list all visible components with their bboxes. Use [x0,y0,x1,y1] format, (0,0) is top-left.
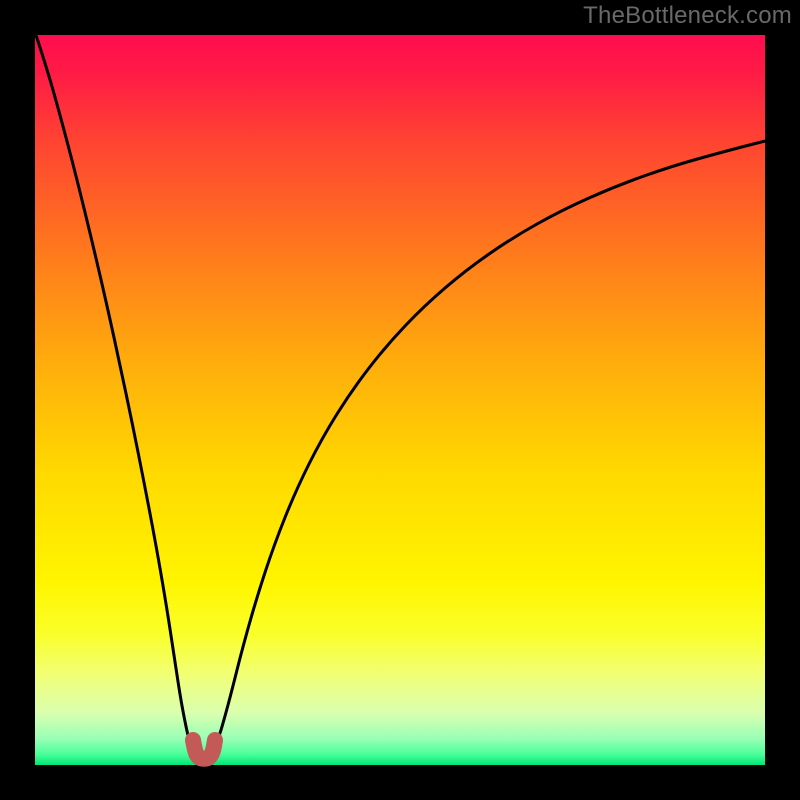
plot-background [35,35,765,765]
watermark-text: TheBottleneck.com [583,2,792,30]
chart-stage: TheBottleneck.com [0,0,800,800]
bottleneck-chart [0,0,800,800]
